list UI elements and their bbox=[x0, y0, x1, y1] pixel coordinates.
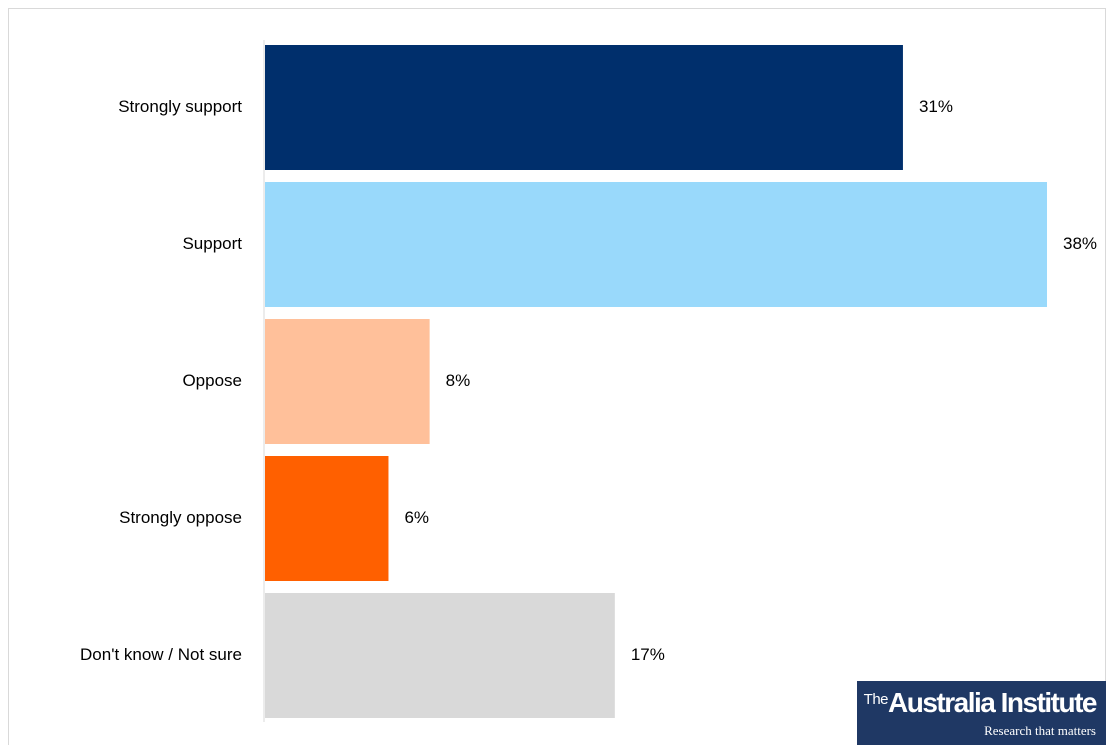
bar-support bbox=[265, 182, 1047, 307]
category-label-don-t-know-not-sure: Don't know / Not sure bbox=[80, 645, 242, 664]
value-label-strongly-support: 31% bbox=[919, 97, 953, 116]
australia-institute-logo: TheAustralia Institute Research that mat… bbox=[857, 681, 1106, 745]
value-label-oppose: 8% bbox=[446, 371, 471, 390]
logo-prefix: The bbox=[863, 691, 889, 708]
category-label-strongly-oppose: Strongly oppose bbox=[119, 508, 242, 527]
value-label-strongly-oppose: 6% bbox=[404, 508, 429, 527]
logo-tagline: Research that matters bbox=[984, 723, 1096, 738]
category-label-strongly-support: Strongly support bbox=[118, 97, 242, 116]
category-label-support: Support bbox=[182, 234, 242, 253]
bar-strongly-support bbox=[265, 45, 903, 170]
value-label-support: 38% bbox=[1063, 234, 1097, 253]
logo-name: Australia Institute bbox=[888, 687, 1097, 718]
chart-frame bbox=[8, 8, 1106, 745]
category-label-oppose: Oppose bbox=[182, 371, 242, 390]
bar-strongly-oppose bbox=[265, 456, 389, 581]
bar-don-t-know-not-sure bbox=[265, 593, 615, 718]
bars-group bbox=[265, 45, 1047, 718]
value-label-don-t-know-not-sure: 17% bbox=[631, 645, 665, 664]
category-labels-group: Strongly support Support Oppose Strongly op… bbox=[80, 97, 242, 664]
bar-oppose bbox=[265, 319, 430, 444]
value-labels-group: 31% 38% 8% 6% 17% bbox=[404, 97, 1097, 664]
